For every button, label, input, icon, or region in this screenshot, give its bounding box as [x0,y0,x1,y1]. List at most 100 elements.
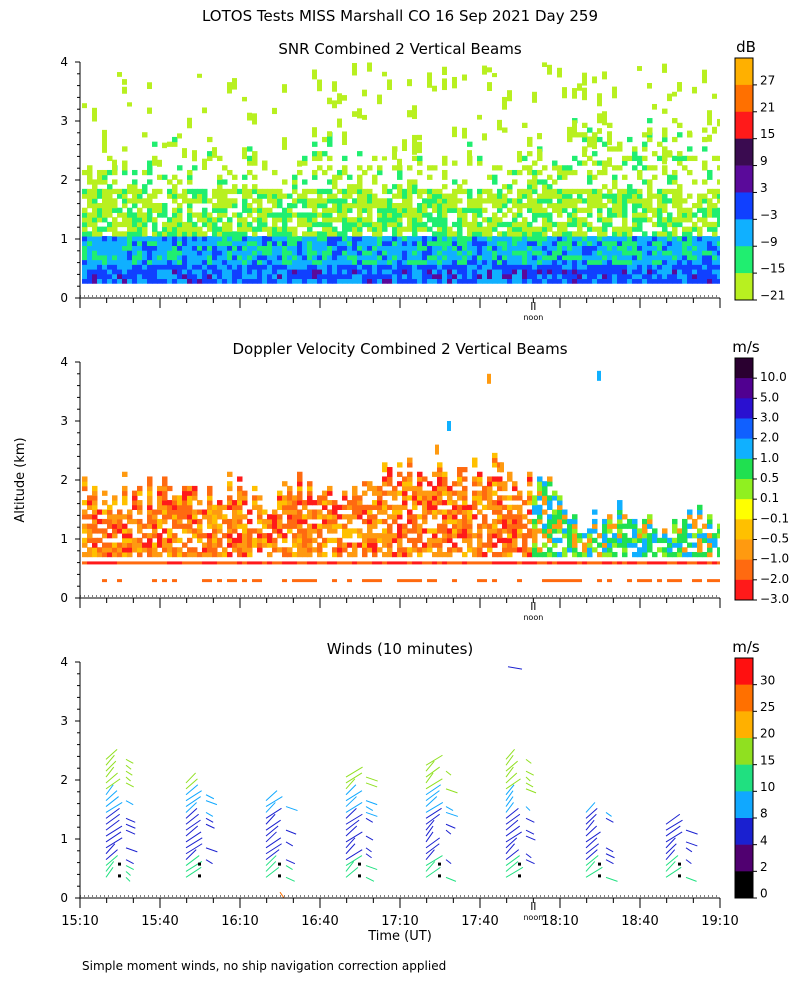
plot-area [82,62,720,284]
colorbar-label: 25 [760,700,775,714]
x-tick-label: 16:40 [301,914,338,929]
panel-title: Doppler Velocity Combined 2 Vertical Bea… [232,340,567,358]
colorbar-label: −0.5 [760,531,789,545]
panel-1: SNR Combined 2 Vertical Beams 0 1 2 3 4 noon dB… [60,38,785,322]
y-tick-label: 1 [60,232,68,246]
plot-area [82,370,720,583]
colorbar-label: 21 [760,100,775,114]
y-tick-label: 3 [60,414,68,428]
colorbar-swatch [735,58,753,86]
colorbar-swatch [735,579,753,601]
colorbar: m/s10.0 5.0 3.0 2.0 1.0 0.5 0.1 −0.1 −0.5 −1.0 −2.… [732,338,789,606]
colorbar-label: −3.0 [760,592,789,606]
x-tick-label: 18:40 [621,914,658,929]
colorbar-swatch [735,539,753,560]
colorbar-unit: dB [736,38,756,56]
x-axis-label: Time (UT) [367,929,432,944]
panel-title: Winds (10 minutes) [327,640,474,658]
colorbar-label: 10.0 [760,370,787,384]
y-tick-label: 1 [60,832,68,846]
colorbar-swatch [735,438,753,460]
noon-label: noon [523,613,543,622]
colorbar-label: 2.0 [760,431,779,445]
colorbar-swatch [735,479,753,500]
colorbar-label: 1.0 [760,451,779,465]
noon-label: noon [523,913,543,922]
colorbar-swatch [735,358,753,379]
colorbar-label: 3 [760,181,768,195]
colorbar-label: 0.5 [760,471,779,485]
colorbar-swatch [735,519,753,540]
x-tick-label: 18:10 [541,914,578,929]
colorbar-swatch [735,219,753,247]
colorbar-label: 15 [760,127,775,141]
x-tick-label: 17:10 [381,914,418,929]
panel-3: Winds (10 minutes) 0 1 2 3 4 15:10 15:40 16:10 16… [60,638,775,929]
colorbar-swatch [735,738,753,765]
colorbar-label: 5.0 [760,390,779,404]
colorbar-swatch [735,791,753,819]
colorbar-swatch [735,111,753,139]
panel-2: Doppler Velocity Combined 2 Vertical Bea… [60,338,789,622]
colorbar-swatch [735,246,753,274]
y-tick-label: 3 [60,714,68,728]
colorbar-label: 9 [760,154,768,168]
y-tick-label: 4 [60,655,68,669]
y-tick-label: 2 [60,173,68,187]
panel-title: SNR Combined 2 Vertical Beams [278,40,521,58]
colorbar-swatch [735,711,753,739]
colorbar-label: 8 [760,807,768,821]
colorbar-label: −21 [760,289,785,303]
noon-label: noon [523,313,543,322]
y-tick-label: 0 [60,591,68,605]
colorbar-swatch [735,165,753,193]
y-tick-label: 2 [60,473,68,487]
colorbar-swatch [735,273,753,301]
y-tick-label: 2 [60,773,68,787]
colorbar-unit: m/s [732,638,760,656]
colorbar-swatch [735,844,753,872]
colorbar: dB 27 21 15 9 3 −3 −9 −15 −21 [734,38,785,303]
colorbar-label: 30 [760,673,775,687]
colorbar-swatch [735,418,753,439]
colorbar-swatch [735,84,753,113]
y-tick-label: 4 [60,355,68,369]
y-tick-label: 3 [60,114,68,128]
colorbar-swatch [735,458,753,480]
y-tick-label: 0 [60,291,68,305]
colorbar-label: 10 [760,780,775,794]
footnote: Simple moment winds, no ship navigation … [82,959,446,973]
colorbar-swatch [735,378,753,399]
colorbar-label: −9 [760,235,778,249]
x-tick-label: 16:10 [221,914,258,929]
colorbar-label: −3 [760,208,778,222]
plot-area [105,666,698,898]
colorbar-unit: m/s [732,338,760,356]
colorbar-swatch [735,764,753,792]
x-tick-label: 15:40 [141,914,178,929]
colorbar-swatch [735,818,753,845]
colorbar-label: 3.0 [760,410,779,424]
colorbar-label: −2.0 [760,572,789,586]
colorbar-swatch [735,559,753,581]
colorbar-swatch [735,684,753,712]
colorbar-label: 20 [760,727,775,741]
colorbar-swatch [735,138,753,166]
colorbar-label: 4 [760,833,768,847]
colorbar-frame [734,657,754,899]
y-tick-label: 1 [60,532,68,546]
colorbar-label: −0.1 [760,511,789,525]
colorbar-label: −15 [760,262,785,276]
y-axis-label: Altitude (km) [13,437,28,522]
figure-title: LOTOS Tests MISS Marshall CO 16 Sep 2021… [202,7,598,25]
y-tick-label: 4 [60,55,68,69]
x-tick-label: 17:40 [461,914,498,929]
y-tick-label: 0 [60,891,68,905]
colorbar-swatch [735,398,753,419]
colorbar-label: 0.1 [760,491,779,505]
colorbar-swatch [735,192,753,220]
colorbar-label: −1.0 [760,552,789,566]
x-tick-label: 19:10 [701,914,738,929]
